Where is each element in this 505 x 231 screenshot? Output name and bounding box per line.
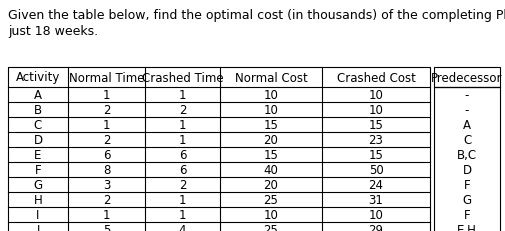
Text: 10: 10 <box>368 208 383 221</box>
Text: I: I <box>36 208 39 221</box>
Text: 1: 1 <box>178 208 186 221</box>
Text: 2: 2 <box>178 178 186 191</box>
Text: 15: 15 <box>368 148 383 161</box>
Text: 1: 1 <box>178 134 186 146</box>
Text: 6: 6 <box>103 148 110 161</box>
Text: 25: 25 <box>263 193 278 206</box>
Text: 2: 2 <box>103 134 110 146</box>
Text: 20: 20 <box>263 178 278 191</box>
Text: H: H <box>33 193 42 206</box>
Text: 1: 1 <box>178 119 186 131</box>
Bar <box>433 68 499 88</box>
Text: 2: 2 <box>103 103 110 116</box>
Text: F: F <box>463 208 469 221</box>
Text: 50: 50 <box>368 163 383 176</box>
Text: F: F <box>35 163 41 176</box>
Text: J: J <box>36 223 39 231</box>
Text: Activity: Activity <box>16 71 60 84</box>
Text: 1: 1 <box>178 193 186 206</box>
Text: 6: 6 <box>178 163 186 176</box>
Text: 8: 8 <box>103 163 110 176</box>
Text: Crashed Cost: Crashed Cost <box>336 71 415 84</box>
Text: F: F <box>463 178 469 191</box>
Text: 29: 29 <box>368 223 383 231</box>
Bar <box>433 88 499 231</box>
Text: C: C <box>34 119 42 131</box>
Text: Normal Cost: Normal Cost <box>234 71 307 84</box>
Text: D: D <box>33 134 42 146</box>
Text: 1: 1 <box>103 119 110 131</box>
Text: E: E <box>34 148 41 161</box>
Text: B: B <box>34 103 42 116</box>
Text: just 18 weeks.: just 18 weeks. <box>8 25 98 38</box>
Text: E,H: E,H <box>456 223 476 231</box>
Text: 15: 15 <box>368 119 383 131</box>
Text: 10: 10 <box>263 208 278 221</box>
Text: 2: 2 <box>103 193 110 206</box>
Text: 10: 10 <box>368 89 383 102</box>
Text: -: - <box>464 103 468 116</box>
Text: 1: 1 <box>178 89 186 102</box>
Text: D: D <box>462 163 471 176</box>
Text: B,C: B,C <box>456 148 476 161</box>
Text: 31: 31 <box>368 193 383 206</box>
Text: 1: 1 <box>103 89 110 102</box>
Text: 2: 2 <box>178 103 186 116</box>
Text: 4: 4 <box>178 223 186 231</box>
Text: 25: 25 <box>263 223 278 231</box>
Text: 1: 1 <box>103 208 110 221</box>
Text: 23: 23 <box>368 134 383 146</box>
Text: A: A <box>34 89 42 102</box>
Text: 10: 10 <box>263 103 278 116</box>
Text: G: G <box>33 178 42 191</box>
Text: 5: 5 <box>103 223 110 231</box>
Text: 20: 20 <box>263 134 278 146</box>
Text: Predecessor: Predecessor <box>430 71 502 84</box>
Text: 10: 10 <box>368 103 383 116</box>
Text: Given the table below, find the optimal cost (in thousands) of the completing Ph: Given the table below, find the optimal … <box>8 9 505 22</box>
Text: C: C <box>462 134 470 146</box>
Text: G: G <box>462 193 471 206</box>
Text: Crashed Time: Crashed Time <box>141 71 223 84</box>
Text: Normal Time: Normal Time <box>69 71 144 84</box>
Text: -: - <box>464 89 468 102</box>
Text: 10: 10 <box>263 89 278 102</box>
Text: 15: 15 <box>263 148 278 161</box>
Text: A: A <box>462 119 470 131</box>
Text: 3: 3 <box>103 178 110 191</box>
Text: 6: 6 <box>178 148 186 161</box>
Text: 40: 40 <box>263 163 278 176</box>
Bar <box>8 68 429 231</box>
Text: 24: 24 <box>368 178 383 191</box>
Text: 15: 15 <box>263 119 278 131</box>
